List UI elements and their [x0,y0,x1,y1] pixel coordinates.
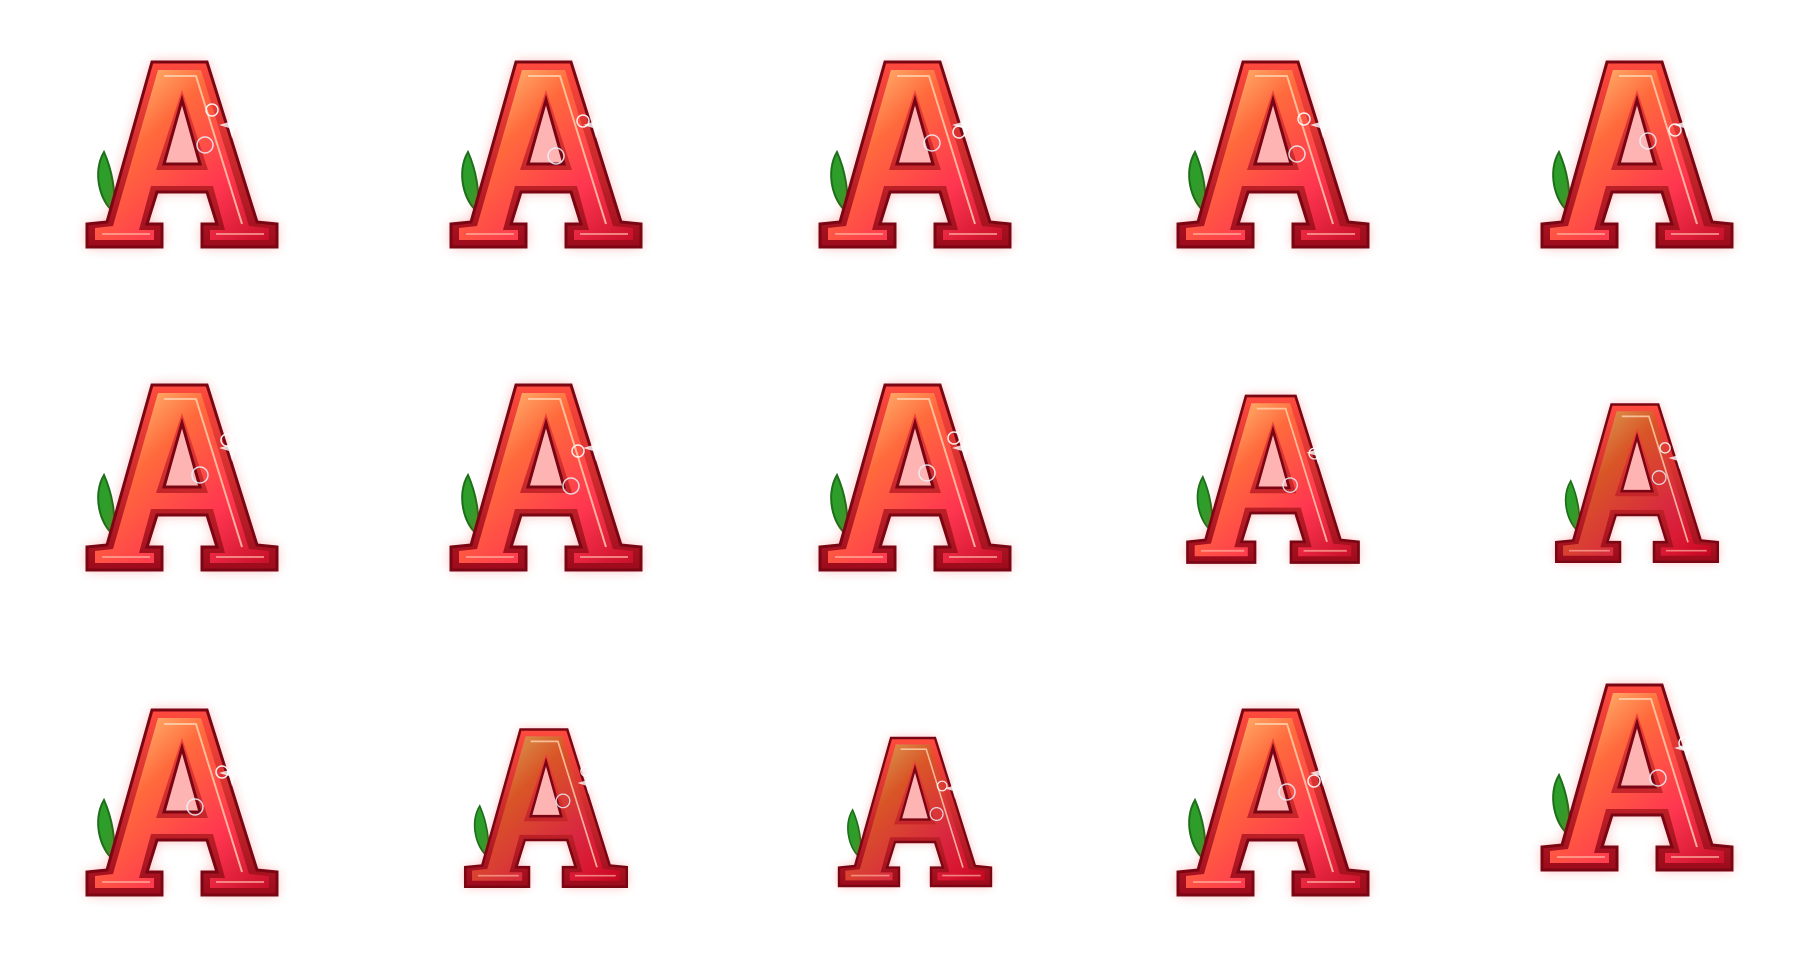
symbol-a-frame-15 [1537,675,1737,875]
letter-a-symbol-icon [815,375,1015,575]
symbol-a-frame-4 [1173,52,1373,252]
letter-a-symbol-icon [82,700,282,900]
letter-a-symbol-icon [1173,700,1373,900]
letter-a-symbol-icon [1552,396,1722,566]
letter-a-symbol-icon [815,52,1015,252]
symbol-a-frame-14 [1173,700,1373,900]
letter-a-symbol-icon [1183,387,1363,567]
letter-a-symbol-icon [1537,675,1737,875]
symbol-a-frame-10 [1552,396,1722,566]
letter-a-symbol-icon [461,721,631,891]
symbol-a-frame-5 [1537,52,1737,252]
symbol-a-frame-8 [815,375,1015,575]
letter-a-symbol-icon [82,375,282,575]
letter-a-symbol-icon [835,730,995,890]
symbol-a-frame-13 [835,730,995,890]
letter-a-symbol-icon [1537,52,1737,252]
symbol-a-frame-1 [82,52,282,252]
symbol-a-frame-2 [446,52,646,252]
symbol-a-frame-12 [461,721,631,891]
symbol-a-frame-6 [82,375,282,575]
symbol-a-frame-7 [446,375,646,575]
letter-a-symbol-icon [446,52,646,252]
symbol-a-frame-3 [815,52,1015,252]
letter-a-symbol-icon [446,375,646,575]
letter-a-symbol-icon [82,52,282,252]
symbol-a-frame-11 [82,700,282,900]
letter-a-symbol-icon [1173,52,1373,252]
symbol-a-frame-9 [1183,387,1363,567]
